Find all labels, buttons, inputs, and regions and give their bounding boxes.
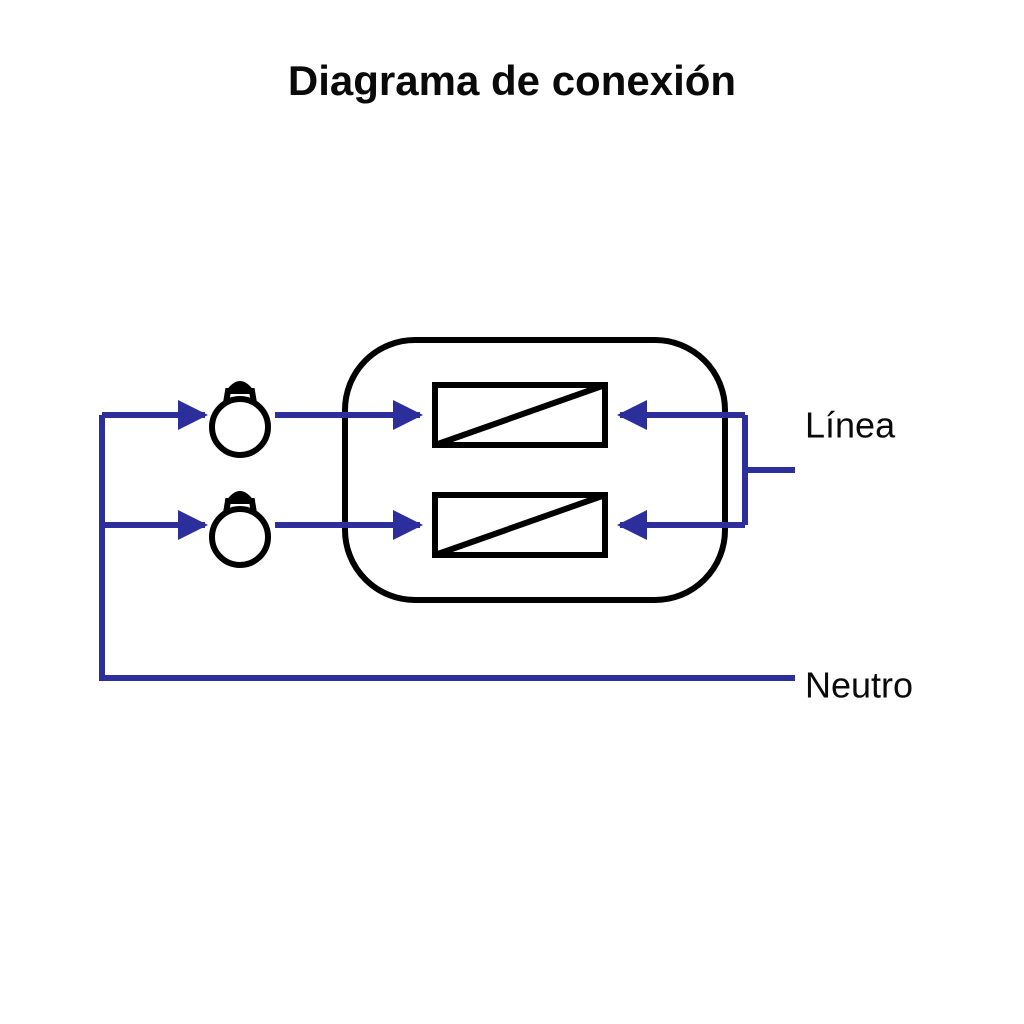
wiring-diagram: Diagrama de conexión Línea Neutro bbox=[0, 0, 1024, 1024]
bulb-bottom-icon bbox=[212, 491, 268, 565]
neutral-label: Neutro bbox=[805, 665, 913, 706]
switch-top bbox=[435, 385, 605, 445]
bulb-top-icon bbox=[212, 381, 268, 455]
switch-enclosure bbox=[345, 340, 725, 600]
switch-bottom bbox=[435, 495, 605, 555]
line-label: Línea bbox=[805, 405, 896, 446]
diagram-title: Diagrama de conexión bbox=[288, 57, 736, 104]
wires bbox=[102, 415, 795, 678]
